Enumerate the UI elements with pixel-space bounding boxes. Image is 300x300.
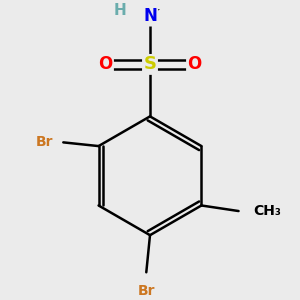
Text: Br: Br xyxy=(137,284,155,298)
Text: O: O xyxy=(98,56,112,74)
Text: O: O xyxy=(188,56,202,74)
Text: S: S xyxy=(143,56,157,74)
Text: CH₃: CH₃ xyxy=(254,204,281,218)
Text: N: N xyxy=(143,7,157,25)
Text: H: H xyxy=(114,3,127,18)
Text: Br: Br xyxy=(36,135,53,149)
